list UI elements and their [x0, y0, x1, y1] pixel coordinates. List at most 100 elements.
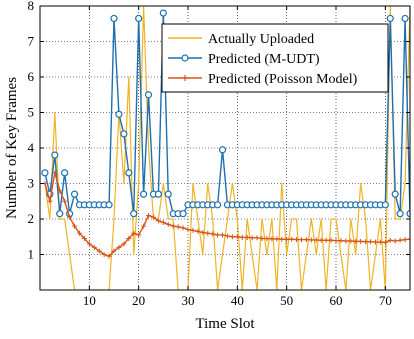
data-point — [131, 230, 137, 236]
data-point — [116, 244, 122, 250]
data-point — [353, 238, 359, 244]
data-point — [111, 248, 117, 254]
data-point — [125, 169, 133, 177]
data-point — [343, 238, 349, 244]
data-point — [215, 232, 221, 238]
data-point — [279, 236, 285, 242]
data-point — [214, 201, 222, 209]
data-point — [70, 190, 79, 198]
data-point — [401, 14, 409, 23]
axis-ticks: 10 20 30 40 50 60 70 1 2 3 4 5 6 7 8 — [28, 0, 410, 308]
data-point — [333, 238, 339, 244]
data-point — [120, 130, 128, 138]
data-point — [56, 210, 64, 218]
data-point — [165, 221, 171, 227]
data-point — [269, 236, 275, 242]
x-tick-label: 20 — [132, 293, 145, 308]
data-point — [239, 234, 245, 240]
data-point — [67, 214, 73, 220]
data-point — [110, 14, 118, 23]
legend-label: Predicted (M-UDT) — [208, 52, 320, 67]
data-point — [61, 169, 69, 177]
legend-marker — [181, 54, 189, 62]
data-point — [254, 235, 260, 241]
x-tick-label: 10 — [83, 293, 96, 308]
data-point — [402, 237, 408, 243]
data-point — [81, 236, 87, 242]
data-point — [229, 234, 235, 240]
legend-item: Actually Uploaded — [168, 32, 314, 47]
data-point — [244, 234, 250, 240]
data-point — [52, 170, 58, 176]
x-tick-label: 50 — [280, 293, 293, 308]
data-point — [72, 223, 78, 229]
legend-item: Predicted (Poisson Model) — [168, 72, 358, 87]
legend-marker — [182, 75, 188, 81]
data-point — [105, 201, 113, 209]
data-point — [308, 237, 314, 243]
legend-label: Predicted (Poisson Model) — [208, 72, 358, 87]
data-point — [155, 218, 161, 224]
data-point — [358, 238, 364, 244]
x-tick-label: 30 — [182, 293, 195, 308]
data-point — [190, 227, 196, 233]
data-point — [136, 232, 142, 238]
data-point — [392, 238, 398, 244]
data-point — [51, 151, 59, 159]
data-point — [407, 236, 410, 242]
data-point — [154, 190, 162, 198]
data-point — [264, 236, 270, 242]
legend-label: Actually Uploaded — [208, 32, 314, 47]
x-tick-label: 70 — [379, 293, 392, 308]
data-point — [41, 169, 49, 177]
y-axis-label: Number of Key Frames — [4, 77, 20, 219]
data-point — [195, 228, 201, 234]
data-point — [318, 237, 324, 243]
data-point — [323, 237, 329, 243]
data-point — [140, 190, 148, 198]
data-point — [391, 190, 399, 198]
y-tick-label: 4 — [28, 140, 35, 155]
data-point — [180, 225, 186, 231]
data-point — [200, 229, 206, 235]
data-point — [386, 14, 394, 23]
y-tick-label: 3 — [28, 176, 35, 191]
data-point — [144, 91, 153, 99]
data-point — [396, 210, 404, 218]
data-point — [106, 253, 112, 259]
data-point — [387, 237, 393, 243]
data-point — [406, 210, 410, 218]
data-point — [164, 190, 172, 198]
data-point — [372, 239, 378, 245]
data-point — [135, 14, 143, 23]
data-point — [274, 236, 280, 242]
data-point — [76, 230, 82, 236]
y-tick-label: 5 — [28, 105, 35, 120]
data-point — [289, 236, 295, 242]
data-point — [179, 210, 187, 218]
data-point — [381, 201, 389, 209]
y-tick-label: 7 — [28, 34, 35, 49]
series-line — [44, 6, 410, 290]
legend-item: Predicted (M-UDT) — [168, 52, 320, 67]
data-point — [397, 237, 403, 243]
data-point — [121, 241, 127, 247]
y-tick-label: 8 — [28, 0, 35, 13]
data-point — [86, 241, 92, 247]
data-point — [220, 232, 226, 238]
data-point — [91, 244, 97, 250]
data-point — [218, 146, 227, 154]
data-point — [47, 198, 53, 204]
y-tick-label: 6 — [28, 69, 35, 84]
series-1 — [41, 9, 410, 218]
data-point — [298, 237, 304, 243]
data-point — [146, 212, 152, 218]
data-point — [210, 231, 216, 237]
data-point — [115, 110, 123, 118]
data-point — [363, 239, 369, 245]
data-point — [338, 238, 344, 244]
series-0 — [44, 6, 410, 290]
series-2 — [42, 170, 410, 259]
data-point — [160, 220, 166, 226]
grid-lines — [40, 6, 410, 290]
